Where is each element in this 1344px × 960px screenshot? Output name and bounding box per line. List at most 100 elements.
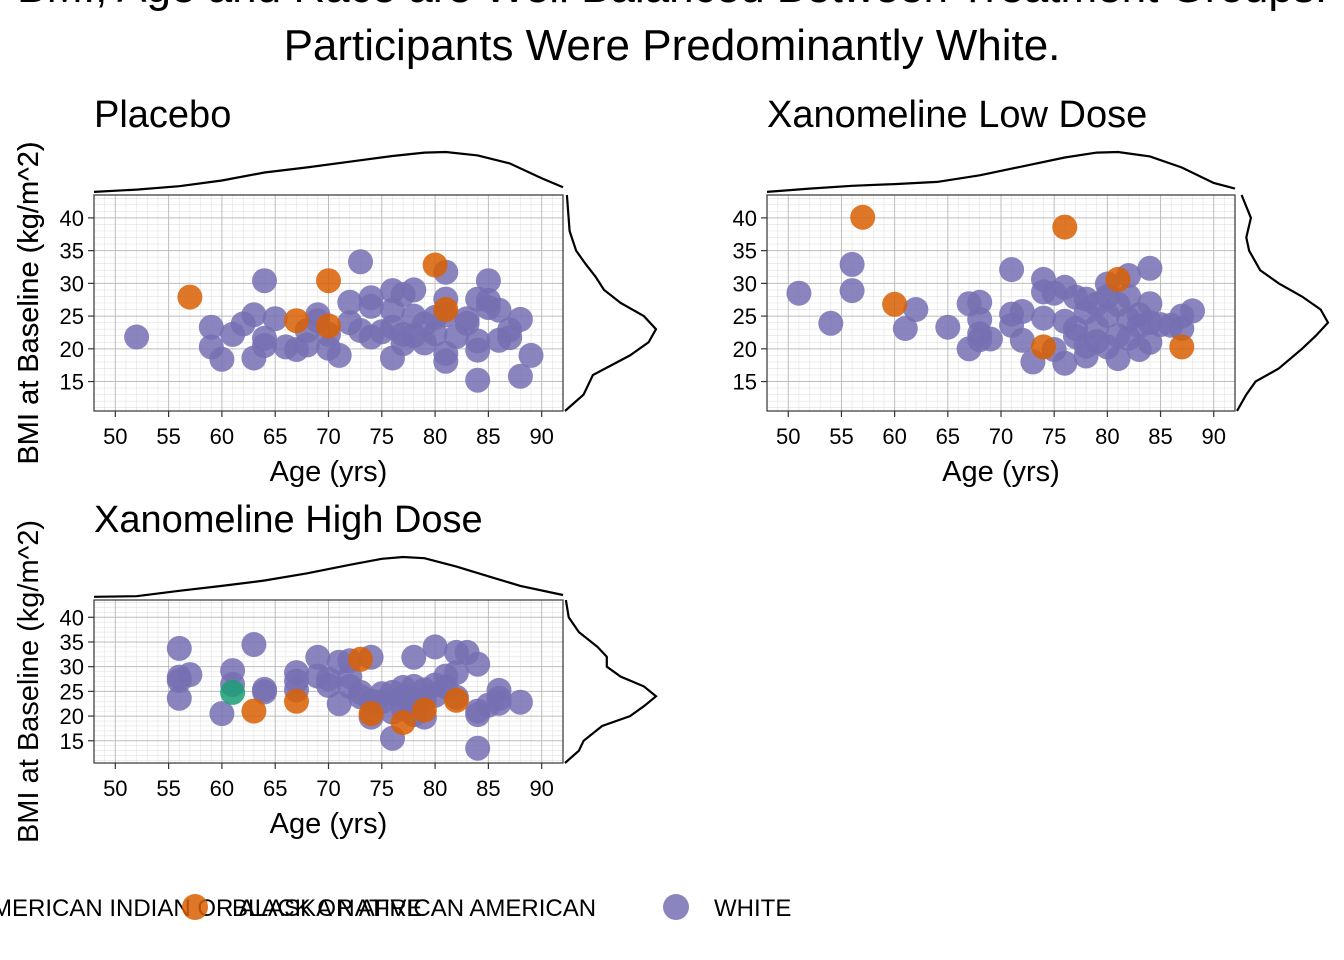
x-tick-label: 65 xyxy=(263,424,287,449)
point-white xyxy=(241,632,267,657)
point-white xyxy=(209,346,235,372)
point-white xyxy=(326,342,352,368)
point-black-or-african-american xyxy=(411,697,437,723)
point-black-or-african-american xyxy=(1169,334,1195,360)
point-white xyxy=(166,635,192,661)
point-white xyxy=(252,333,277,358)
panel-title: Xanomeline High Dose xyxy=(94,499,483,541)
x-tick-label: 70 xyxy=(316,424,340,449)
x-tick-label: 80 xyxy=(1095,424,1119,449)
point-white xyxy=(465,651,491,677)
x-tick-label: 60 xyxy=(210,424,234,449)
x-tick-label: 55 xyxy=(156,424,180,449)
panel-placebo: Placebo 50 55 60 65 70 75 80 85 90 15 20 25 30 35 40 Age… xyxy=(13,94,658,488)
point-white xyxy=(316,673,341,698)
x-tick-label: 60 xyxy=(210,776,234,801)
point-white xyxy=(1052,350,1078,376)
y-tick-label: 40 xyxy=(733,206,757,231)
point-black-or-african-american xyxy=(882,291,908,317)
point-black-or-african-american xyxy=(316,313,341,339)
x-tick-label: 70 xyxy=(989,424,1013,449)
marginal-density-age xyxy=(93,150,564,193)
y-tick-label: 25 xyxy=(733,304,757,329)
point-white xyxy=(1009,299,1035,324)
y-axis-label: BMI at Baseline (kg/m^2) xyxy=(13,141,45,464)
y-tick-label: 15 xyxy=(733,370,757,395)
point-black-or-african-american xyxy=(390,710,416,735)
y-tick-label: 25 xyxy=(60,679,84,704)
marginal-density-age xyxy=(766,150,1236,193)
legend-key-white xyxy=(663,894,689,920)
x-tick-label: 75 xyxy=(1042,424,1066,449)
point-white xyxy=(337,289,363,315)
point-white xyxy=(518,342,544,368)
point-white xyxy=(465,337,491,363)
panel-title: Xanomeline Low Dose xyxy=(767,94,1147,136)
point-black-or-african-american xyxy=(850,204,876,230)
legend-label-white: WHITE xyxy=(714,895,791,922)
legend-key-black xyxy=(182,894,208,920)
point-white xyxy=(818,310,844,336)
figure-title-line-2: Participants Were Predominantly White. xyxy=(284,21,1061,70)
point-american-indian-or-alaska-native xyxy=(220,679,246,705)
point-black-or-african-american xyxy=(177,284,203,310)
point-white xyxy=(1137,255,1163,281)
point-white xyxy=(348,249,373,275)
figure-title-line-1: BMI, Age and Race are Well Balanced Betw… xyxy=(17,0,1327,12)
point-white xyxy=(305,644,331,670)
x-tick-label: 50 xyxy=(776,424,800,449)
y-tick-label: 20 xyxy=(60,704,84,729)
point-white xyxy=(839,251,865,277)
point-white xyxy=(241,302,267,328)
x-tick-label: 50 xyxy=(103,424,127,449)
point-white xyxy=(465,735,491,761)
point-black-or-african-american xyxy=(241,698,267,724)
point-white xyxy=(892,316,918,341)
point-white xyxy=(124,324,150,350)
point-white xyxy=(1180,298,1205,324)
y-axis-label: BMI at Baseline (kg/m^2) xyxy=(13,520,45,843)
legend-label-black: BLACK OR AFRICAN AMERICAN xyxy=(232,895,596,922)
point-white xyxy=(1105,346,1131,372)
point-white xyxy=(486,297,512,323)
panel-title: Placebo xyxy=(94,94,231,136)
marginal-density-bmi xyxy=(564,599,658,764)
x-tick-label: 70 xyxy=(316,776,340,801)
x-axis-label: Age (yrs) xyxy=(270,456,388,488)
point-black-or-african-american xyxy=(358,701,384,727)
y-tick-label: 20 xyxy=(60,337,84,362)
y-tick-label: 15 xyxy=(60,729,84,754)
point-black-or-african-american xyxy=(443,687,469,713)
point-white xyxy=(422,321,448,347)
point-white xyxy=(486,685,512,711)
y-tick-label: 30 xyxy=(733,271,757,296)
y-tick-label: 35 xyxy=(60,630,84,655)
y-tick-label: 30 xyxy=(60,271,84,296)
point-white xyxy=(1137,291,1163,317)
x-tick-label: 65 xyxy=(936,424,960,449)
y-tick-label: 40 xyxy=(60,605,84,630)
x-tick-label: 90 xyxy=(1201,424,1225,449)
point-white xyxy=(786,280,812,306)
point-white xyxy=(262,306,288,332)
point-white xyxy=(1009,327,1035,353)
x-tick-label: 75 xyxy=(370,424,394,449)
point-white xyxy=(401,644,427,670)
point-black-or-african-american xyxy=(1105,266,1131,292)
point-white xyxy=(252,679,277,705)
point-white xyxy=(839,278,865,304)
x-tick-label: 55 xyxy=(829,424,853,449)
y-tick-label: 30 xyxy=(60,655,84,680)
x-tick-label: 90 xyxy=(529,424,553,449)
marginal-density-age xyxy=(93,555,564,598)
y-tick-label: 35 xyxy=(733,239,757,264)
point-white xyxy=(507,689,533,715)
point-white xyxy=(358,293,384,319)
point-black-or-african-american xyxy=(1031,334,1056,360)
point-white xyxy=(443,660,469,686)
y-axis-label: BMI at Baseline (kg/m^2) xyxy=(13,141,45,464)
x-axis-label: Age (yrs) xyxy=(270,808,388,840)
x-tick-label: 90 xyxy=(529,776,553,801)
x-tick-label: 80 xyxy=(423,776,447,801)
